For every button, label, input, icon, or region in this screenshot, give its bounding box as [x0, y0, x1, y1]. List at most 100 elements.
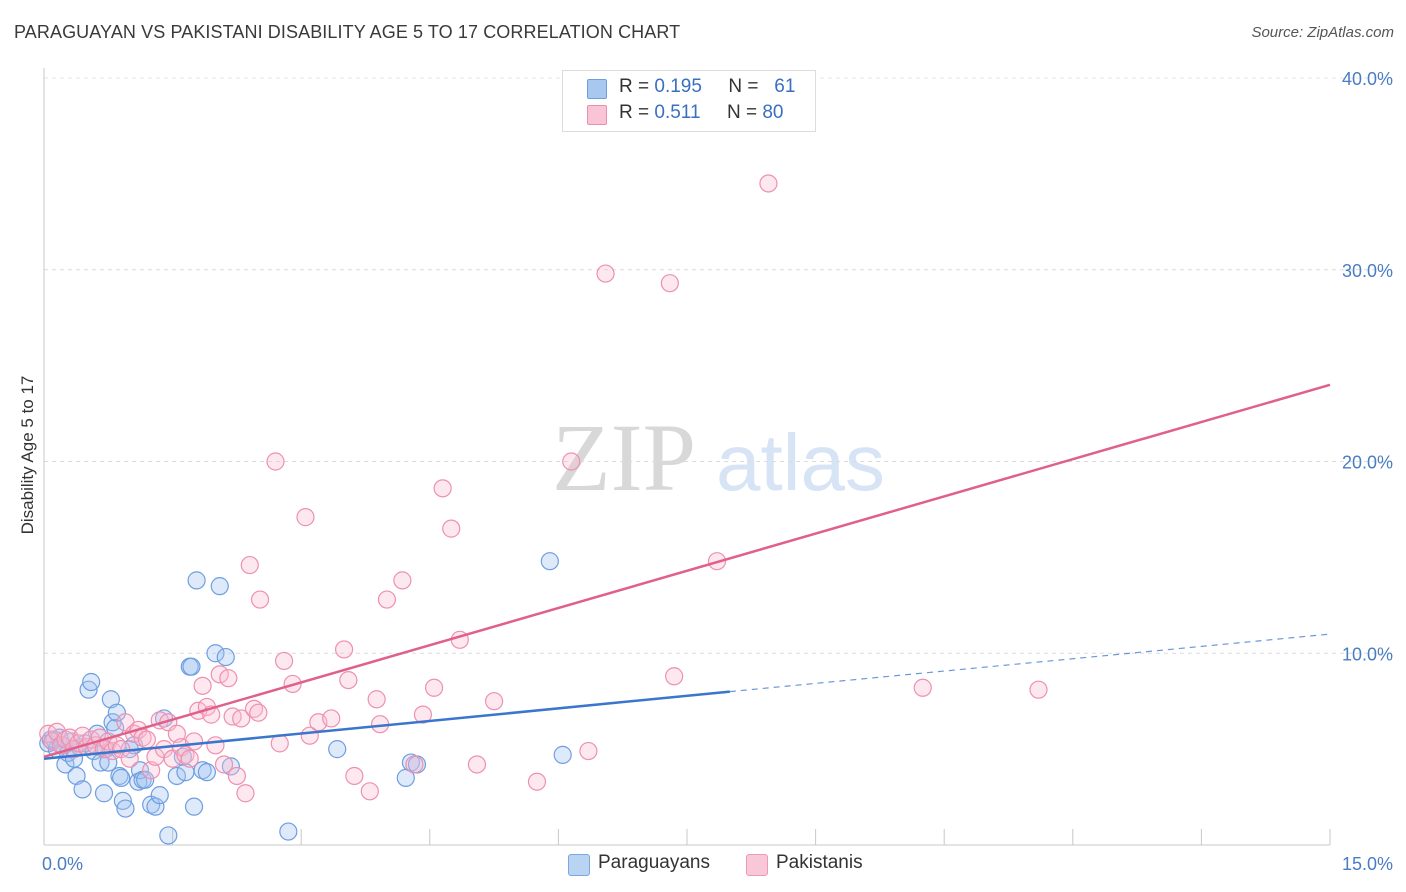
legend-n-value: 80 [762, 102, 784, 123]
watermark-zip: ZIP [552, 404, 696, 511]
pakistani-point [360, 782, 379, 801]
paraguayan-trend-line [43, 690, 730, 760]
pakistani-point [322, 709, 341, 728]
pakistani-point [596, 264, 615, 283]
pakistani-point [206, 736, 225, 755]
legend-r-label: R = [619, 76, 650, 97]
pakistani-point [527, 772, 547, 791]
bottom-legend-swatch-paraguayans [568, 854, 590, 876]
pakistani-point [232, 709, 251, 728]
paraguayan-point [221, 757, 240, 776]
paraguayan-point [94, 784, 114, 803]
paraguayan-point [279, 822, 298, 841]
paraguayan-point [206, 644, 225, 663]
pakistani-point [227, 766, 246, 786]
paraguayan-point [67, 766, 86, 786]
pakistani-point [219, 669, 238, 688]
bottom-legend-label: Pakistanis [776, 852, 863, 873]
tick-labels: 10.0% 20.0% 30.0% 40.0% 0.0% 15.0% [42, 69, 1393, 874]
legend-swatch-pakistanis [587, 105, 607, 125]
pakistani-point [137, 730, 156, 749]
paraguayan-point [540, 552, 559, 571]
paraguayan-point [553, 745, 572, 764]
legend-n-label: N = [726, 102, 758, 123]
pakistani-point [274, 651, 294, 671]
pakistani-point [424, 678, 444, 697]
paraguayan-point [187, 571, 206, 590]
pakistani-point [413, 705, 433, 724]
paraguayan-point [182, 657, 201, 676]
pakistani-point [665, 667, 684, 686]
y-tick-label: 30.0% [1342, 261, 1393, 281]
pakistani-point [240, 555, 259, 575]
pakistani-point [334, 640, 354, 659]
legend-r-label: R = [619, 102, 650, 123]
pakistani-point [266, 452, 285, 471]
legend-swatch-paraguayans [587, 79, 607, 99]
y-tick-label: 40.0% [1342, 69, 1393, 89]
pakistani-point [339, 670, 358, 690]
legend-r-value: 0.511 [654, 102, 701, 123]
bottom-legend-swatch-pakistanis [746, 854, 768, 876]
pakistani-point [210, 665, 229, 684]
paraguayan-point [146, 797, 165, 816]
pakistani-point [180, 749, 199, 768]
paraguayan-point [184, 797, 204, 816]
pakistani-point [579, 741, 598, 761]
pakistani-point [562, 452, 581, 471]
paraguayan-point [101, 690, 120, 709]
pakistani-point [249, 703, 268, 722]
pakistani-point [759, 174, 778, 193]
pakistani-point [467, 755, 487, 774]
pakistani-point [250, 590, 270, 609]
axes [43, 68, 1331, 846]
y-tick-label: 10.0% [1342, 644, 1393, 664]
paraguayan-point [99, 753, 118, 772]
watermark: ZIP atlas [552, 404, 885, 511]
legend-n-label: N = [728, 76, 759, 97]
pakistani-point [184, 732, 204, 751]
pakistani-point [236, 784, 255, 803]
pakistani-point [120, 749, 139, 768]
pakistani-point [377, 590, 397, 609]
chart-title: PARAGUAYAN VS PAKISTANI DISABILITY AGE 5… [14, 22, 681, 42]
pakistani-point [367, 690, 386, 709]
y-tick-label: 20.0% [1342, 453, 1393, 473]
pakistani-point [1029, 680, 1048, 699]
pakistani-point [660, 274, 679, 293]
paraguayan-point [116, 799, 135, 818]
paraguayan-point [216, 647, 235, 667]
correlation-legend: R = 0.195 N = 61 R = 0.511 N = 80 [562, 70, 816, 132]
pakistani-point [142, 761, 161, 780]
pakistani-point [193, 676, 212, 695]
paraguayan-point [159, 826, 178, 845]
paraguayan-trend-extension [729, 633, 1331, 693]
pakistani-point [913, 678, 932, 697]
chart-source: Source: ZipAtlas.com [1251, 24, 1394, 41]
legend-n-value: 61 [774, 76, 796, 97]
pakistani-trend-line [43, 383, 1331, 758]
pakistani-point [296, 508, 315, 527]
pakistani-point [442, 519, 461, 538]
watermark-atlas: atlas [716, 418, 885, 507]
paraguayan-point [167, 766, 186, 786]
pakistani-point [433, 479, 452, 498]
pakistani-point [214, 755, 234, 774]
bottom-legend-label: Paraguayans [598, 852, 710, 873]
trend-lines [43, 383, 1331, 760]
pakistani-point [405, 755, 424, 774]
paraguayan-point [73, 780, 92, 799]
paraguayan-point [197, 763, 216, 782]
pakistani-point [167, 724, 186, 743]
paraguayan-point [150, 786, 169, 805]
paraguayan-point [328, 740, 347, 759]
paraguayan-point [210, 577, 229, 596]
paraguayan-point [136, 770, 155, 789]
pakistani-point [393, 571, 412, 590]
pakistani-point [485, 692, 504, 711]
legend-r-value: 0.195 [654, 76, 702, 97]
paraguayan-point [112, 768, 131, 787]
pakistani-point [345, 766, 364, 786]
paraguayan-point [82, 672, 101, 692]
